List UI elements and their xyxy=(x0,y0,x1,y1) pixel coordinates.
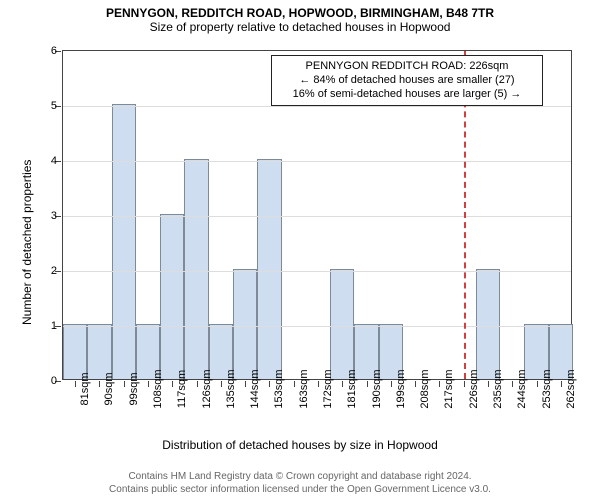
bar xyxy=(257,159,281,379)
footer-attribution: Contains HM Land Registry data © Crown c… xyxy=(0,471,600,496)
x-tick-mark xyxy=(245,381,246,387)
x-tick-mark xyxy=(294,381,295,387)
plot-area: 012345681sqm90sqm99sqm108sqm117sqm126sqm… xyxy=(62,50,572,380)
bar xyxy=(87,324,111,379)
bar xyxy=(184,159,208,379)
annotation-box: PENNYGON REDDITCH ROAD: 226sqm← 84% of d… xyxy=(271,55,543,106)
y-axis-label: Number of detached properties xyxy=(20,160,34,325)
footer-line2: Contains public sector information licen… xyxy=(0,484,600,497)
bar xyxy=(233,269,257,379)
x-tick-mark xyxy=(415,381,416,387)
chart-container: PENNYGON, REDDITCH ROAD, HOPWOOD, BIRMIN… xyxy=(0,0,600,500)
grid-line xyxy=(63,271,571,272)
x-tick-mark xyxy=(488,381,489,387)
x-tick-mark xyxy=(221,381,222,387)
y-tick-label: 3 xyxy=(51,210,63,222)
bar xyxy=(330,269,354,379)
chart-title-line1: PENNYGON, REDDITCH ROAD, HOPWOOD, BIRMIN… xyxy=(0,6,600,20)
x-axis-label: Distribution of detached houses by size … xyxy=(0,438,600,452)
grid-line xyxy=(63,161,571,162)
x-tick-mark xyxy=(561,381,562,387)
y-tick-label: 5 xyxy=(51,100,63,112)
x-tick-mark xyxy=(464,381,465,387)
x-tick-mark xyxy=(367,381,368,387)
x-tick-mark xyxy=(172,381,173,387)
x-tick-mark xyxy=(124,381,125,387)
x-tick-mark xyxy=(99,381,100,387)
y-tick-label: 2 xyxy=(51,265,63,277)
bar xyxy=(112,104,136,379)
bar xyxy=(63,324,87,379)
bar xyxy=(476,269,500,379)
annotation-line: PENNYGON REDDITCH ROAD: 226sqm xyxy=(278,60,536,74)
footer-line1: Contains HM Land Registry data © Crown c… xyxy=(0,471,600,484)
grid-line xyxy=(63,326,571,327)
x-tick-mark xyxy=(537,381,538,387)
x-tick-mark xyxy=(197,381,198,387)
x-tick-label: 262sqm xyxy=(561,389,600,401)
x-tick-mark xyxy=(148,381,149,387)
x-tick-mark xyxy=(342,381,343,387)
y-tick-label: 4 xyxy=(51,155,63,167)
annotation-line: 16% of semi-detached houses are larger (… xyxy=(278,88,536,102)
y-tick-label: 6 xyxy=(51,45,63,57)
x-tick-mark xyxy=(269,381,270,387)
grid-line xyxy=(63,216,571,217)
bar xyxy=(160,214,184,379)
y-tick-label: 1 xyxy=(51,320,63,332)
x-tick-mark xyxy=(439,381,440,387)
x-tick-mark xyxy=(318,381,319,387)
x-tick-mark xyxy=(512,381,513,387)
title-block: PENNYGON, REDDITCH ROAD, HOPWOOD, BIRMIN… xyxy=(0,0,600,34)
annotation-line: ← 84% of detached houses are smaller (27… xyxy=(278,74,536,88)
chart-title-line2: Size of property relative to detached ho… xyxy=(0,20,600,34)
y-tick-label: 0 xyxy=(51,375,63,387)
x-tick-mark xyxy=(391,381,392,387)
x-tick-mark xyxy=(75,381,76,387)
